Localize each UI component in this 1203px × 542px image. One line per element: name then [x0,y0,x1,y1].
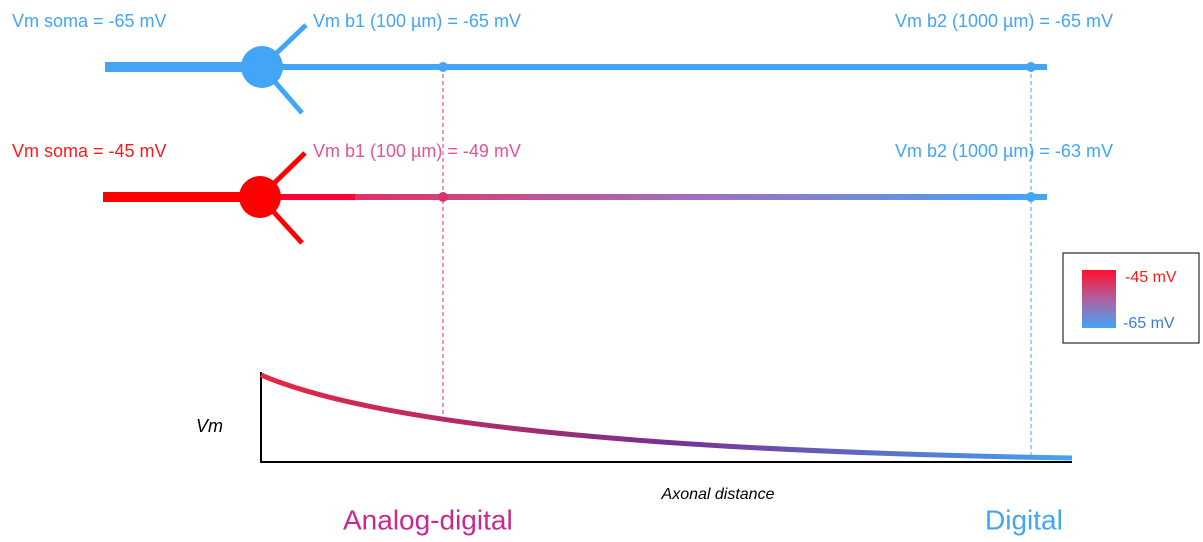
analog-digital-label: Analog-digital [343,504,513,535]
soma-label: Vm soma = -45 mV [12,141,167,161]
legend-bottom: -65 mV [1123,315,1175,332]
soma-label: Vm soma = -65 mV [12,11,167,31]
legend [1062,252,1200,344]
y-axis-label: Vm [196,416,223,436]
neuron-depolarized [103,151,1047,245]
b1-label: Vm b1 (100 µm) = -65 mV [313,11,521,31]
digital-label: Digital [985,504,1063,535]
plot [260,372,1073,463]
neuron-resting [105,23,1047,115]
b2-label: Vm b2 (1000 µm) = -65 mV [895,11,1113,31]
b2-label: Vm b2 (1000 µm) = -63 mV [895,141,1113,161]
b1-label: Vm b1 (100 µm) = -49 mV [313,141,521,161]
legend-top: -45 mV [1125,269,1177,286]
x-axis-label: Axonal distance [661,486,775,503]
